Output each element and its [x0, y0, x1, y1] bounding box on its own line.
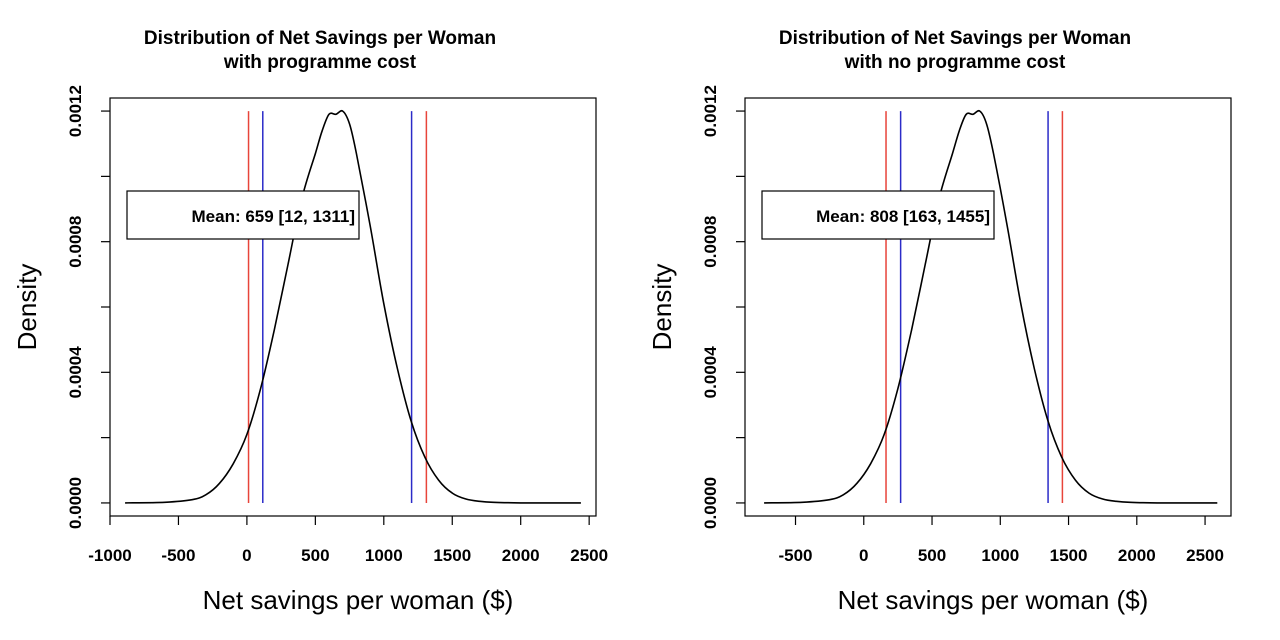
density-curve [125, 109, 581, 504]
chart-panel-left: Distribution of Net Savings per Woman wi… [12, 28, 608, 615]
y-tick-label: 0.0000 [66, 477, 85, 529]
x-tick-label: 2000 [502, 546, 540, 565]
mean-annotation-box: Mean: 659 [12, 1311] [126, 190, 360, 240]
plot-area-frame [744, 97, 1232, 517]
x-tick-label: 500 [301, 546, 329, 565]
y-tick-label: 0.0012 [66, 85, 85, 137]
density-curve [764, 109, 1218, 504]
x-tick-label: 1500 [1050, 546, 1088, 565]
x-tick-label: 2500 [570, 546, 608, 565]
chart-subtitle: with programme cost [223, 52, 417, 73]
annotation-frame [126, 190, 360, 240]
chart-panel-right: Distribution of Net Savings per Woman wi… [635, 0, 1275, 640]
x-tick-label: 2000 [1118, 546, 1156, 565]
x-axis-label: Net savings per woman ($) [203, 585, 514, 615]
mean-annotation-text: Mean: 808 [163, 1455] [816, 207, 990, 226]
y-axis-label: Density [647, 264, 677, 351]
y-axis-label: Density [12, 264, 42, 351]
mean-annotation-box: Mean: 808 [163, 1455] [761, 190, 995, 240]
x-axis-label: Net savings per woman ($) [838, 585, 1149, 615]
chart-title: Distribution of Net Savings per Woman [778, 28, 1132, 49]
plot-area-frame [109, 97, 597, 517]
x-tick-label: 500 [918, 546, 946, 565]
chart-title: Distribution of Net Savings per Woman [143, 28, 497, 49]
annotation-frame [761, 190, 995, 240]
x-tick-label: 1000 [365, 546, 403, 565]
x-tick-label: 1500 [433, 546, 471, 565]
y-tick-label: 0.0000 [701, 477, 720, 529]
y-tick-label: 0.0008 [701, 216, 720, 268]
y-tick-label: 0.0012 [701, 85, 720, 137]
density-plot: -500 0 500 1000 1500 2000 2500 0.0000 0.0004 0.00… [647, 85, 1232, 615]
x-tick-label: -500 [778, 546, 812, 565]
y-tick-label: 0.0004 [701, 346, 720, 399]
mean-annotation-text: Mean: 659 [12, 1311] [192, 207, 355, 226]
x-tick-label: 2500 [1186, 546, 1224, 565]
x-tick-label: 1000 [981, 546, 1019, 565]
density-plot: -1000 -500 0 500 1000 1500 2000 2500 0.0000 0.000… [12, 85, 608, 615]
x-tick-label: -1000 [88, 546, 131, 565]
x-tick-label: 0 [242, 546, 251, 565]
x-tick-label: 0 [859, 546, 868, 565]
y-tick-label: 0.0008 [66, 216, 85, 268]
chart-subtitle: with no programme cost [844, 52, 1066, 73]
x-tick-label: -500 [161, 546, 195, 565]
y-tick-label: 0.0004 [66, 346, 85, 399]
